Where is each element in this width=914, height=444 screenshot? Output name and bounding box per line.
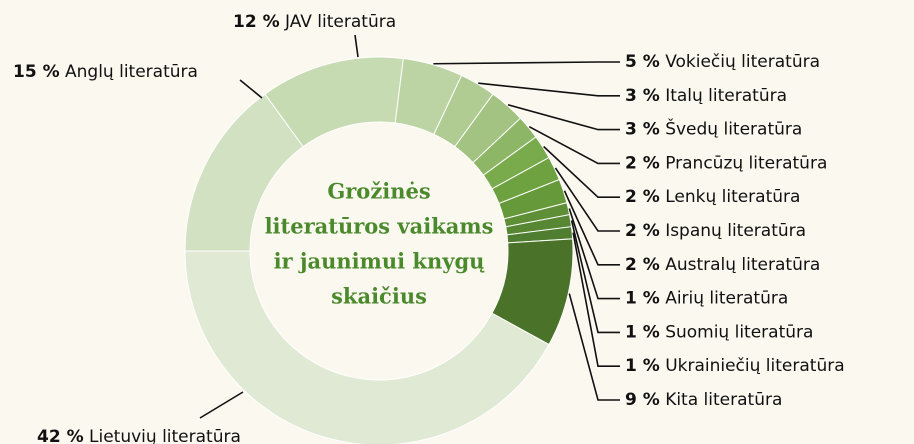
center-title-line: literatūros vaikams [265, 214, 494, 239]
category-label: Italų literatūra [665, 86, 787, 106]
category-label: Australų literatūra [665, 255, 820, 275]
category-label: Ispanų literatūra [665, 221, 806, 241]
category-label: Švedų literatūra [665, 118, 802, 140]
center-title-line: ir jaunimui knygų [274, 249, 486, 274]
slice-label: 42 % Lietuvių literatūra [37, 427, 241, 444]
category-label: Lenkų literatūra [665, 187, 800, 207]
leader-line [568, 293, 620, 401]
slice-label: 2 % Ispanų literatūra [625, 221, 806, 241]
slice-label: 1 % Suomių literatūra [625, 322, 813, 342]
center-title-line: Grožinės [327, 179, 430, 204]
leader-line [543, 145, 620, 198]
category-label: JAV literatūra [284, 12, 396, 32]
slice-label: 5 % Vokiečių literatūra [625, 52, 820, 72]
category-label: Ukrainiečių literatūra [665, 356, 844, 376]
slice-label: 1 % Airių literatūra [625, 289, 788, 309]
slice-label: 3 % Italų literatūra [625, 86, 787, 106]
category-label: Vokiečių literatūra [665, 52, 820, 72]
value-label: 2 % [625, 255, 660, 275]
leader-line [239, 79, 263, 99]
center-title: Grožinės literatūros vaikams ir jaunimui k… [265, 179, 494, 309]
leader-line [572, 232, 620, 368]
category-label: Airių literatūra [665, 289, 788, 309]
value-label: 5 % [625, 52, 660, 72]
value-label: 9 % [625, 390, 660, 410]
leader-line [433, 61, 620, 65]
value-label: 2 % [625, 187, 660, 207]
value-label: 3 % [625, 86, 660, 106]
slice-label: 12 % JAV literatūra [233, 12, 396, 32]
slice-label: 2 % Prancūzų literatūra [625, 153, 827, 173]
slice-label: 3 % Švedų literatūra [625, 118, 802, 140]
value-label: 2 % [625, 153, 660, 173]
leader-line [199, 391, 244, 419]
leader-line [507, 103, 620, 131]
slice-label: 9 % Kita literatūra [625, 390, 782, 410]
slice-label: 15 % Anglų literatūra [13, 62, 198, 82]
donut-segment [491, 238, 574, 346]
category-label: Prancūzų literatūra [665, 153, 827, 173]
value-label: 2 % [625, 221, 660, 241]
leader-line [563, 190, 620, 266]
leader-line [554, 167, 620, 232]
category-label: Kita literatūra [665, 390, 782, 410]
leader-line [568, 208, 620, 300]
leader-line [478, 82, 620, 97]
value-label: 12 % [233, 12, 280, 32]
slice-label: 2 % Australų literatūra [625, 255, 820, 275]
value-label: 3 % [625, 120, 660, 140]
slice-label: 2 % Lenkų literatūra [625, 187, 800, 207]
center-title-line: skaičius [331, 284, 427, 309]
leader-line [570, 220, 620, 334]
leader-line [528, 125, 620, 165]
category-label: Anglų literatūra [65, 62, 198, 82]
value-label: 1 % [625, 322, 660, 342]
value-label: 15 % [13, 62, 60, 82]
value-label: 42 % [37, 427, 84, 444]
category-label: Lietuvių literatūra [89, 427, 241, 444]
value-label: 1 % [625, 356, 660, 376]
donut-segment [184, 250, 550, 444]
leader-line [354, 34, 359, 58]
slice-label: 1 % Ukrainiečių literatūra [625, 356, 845, 376]
value-label: 1 % [625, 289, 660, 309]
category-label: Suomių literatūra [665, 322, 813, 342]
